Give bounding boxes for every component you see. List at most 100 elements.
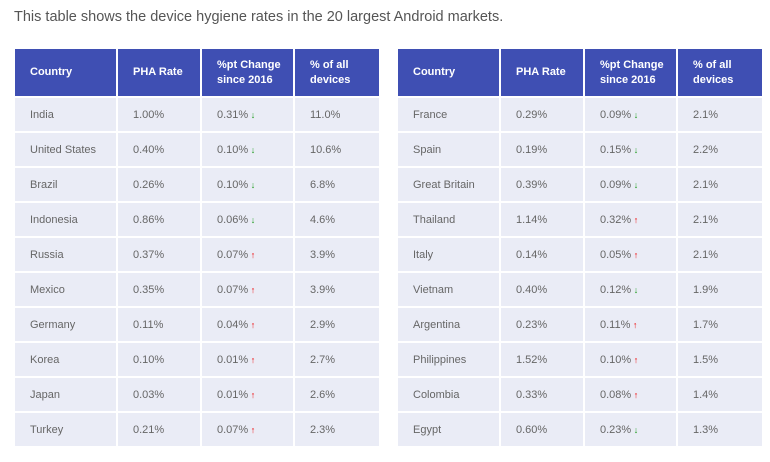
share-cell: 2.1% — [678, 238, 762, 271]
country-cell: Russia — [15, 238, 116, 271]
change-cell: 0.07% ↑ — [202, 238, 293, 271]
share-value: 6.8% — [310, 178, 336, 191]
arrow-down-icon: ↓ — [248, 109, 256, 120]
hygiene-table-left: Country PHA Rate %pt Change since 2016% of… — [13, 47, 381, 448]
share-cell: 1.3% — [678, 413, 762, 446]
change-cell: 0.11% ↑ — [585, 308, 676, 341]
change-cell: 0.23% ↓ — [585, 413, 676, 446]
share-cell: 2.1% — [678, 203, 762, 236]
share-cell: 10.6% — [295, 133, 379, 166]
rate-cell: 0.10% — [118, 343, 200, 376]
share-cell: 2.9% — [295, 308, 379, 341]
share-value: 1.5% — [693, 353, 719, 366]
arrow-up-icon: ↑ — [248, 389, 256, 400]
table-row: Great Britain 0.39% 0.09% ↓ 2.1% — [398, 168, 762, 201]
share-value: 11.0% — [310, 108, 341, 121]
table-caption: This table shows the device hygiene rate… — [14, 9, 504, 25]
arrow-down-icon: ↓ — [631, 284, 639, 295]
table-row: Thailand 1.14% 0.32% ↑ 2.1% — [398, 203, 762, 236]
share-value: 2.1% — [693, 108, 719, 121]
change-cell: 0.10% ↑ — [585, 343, 676, 376]
share-value: 2.1% — [693, 213, 719, 226]
change-cell: 0.01% ↑ — [202, 378, 293, 411]
rate-value: 0.37% — [133, 248, 165, 261]
change-cell: 0.15% ↓ — [585, 133, 676, 166]
rate-value: 0.10% — [133, 353, 165, 366]
share-value: 3.9% — [310, 248, 336, 261]
change-value: 0.01% — [217, 353, 249, 366]
change-value: 0.07% — [217, 423, 249, 436]
arrow-down-icon: ↓ — [248, 214, 256, 225]
rate-cell: 0.86% — [118, 203, 200, 236]
rate-value: 0.21% — [133, 423, 165, 436]
column-header: % of all devices — [295, 49, 379, 96]
rate-value: 0.33% — [516, 388, 548, 401]
change-cell: 0.10% ↓ — [202, 133, 293, 166]
arrow-up-icon: ↑ — [631, 214, 639, 225]
country-cell: Colombia — [398, 378, 499, 411]
country-value: Mexico — [30, 283, 65, 296]
share-cell: 1.5% — [678, 343, 762, 376]
share-value: 1.3% — [693, 423, 719, 436]
country-value: Egypt — [413, 423, 442, 436]
rate-value: 0.60% — [516, 423, 548, 436]
country-cell: India — [15, 98, 116, 131]
change-value: 0.32% — [600, 213, 632, 226]
header-row: Country PHA Rate %pt Change since 2016% of… — [398, 49, 762, 96]
change-value: 0.10% — [600, 353, 632, 366]
change-cell: 0.04% ↑ — [202, 308, 293, 341]
change-value: 0.12% — [600, 283, 632, 296]
country-cell: Korea — [15, 343, 116, 376]
share-value: 2.6% — [310, 388, 336, 401]
country-value: France — [413, 108, 448, 121]
rate-cell: 0.19% — [501, 133, 583, 166]
change-value: 0.04% — [217, 318, 249, 331]
arrow-down-icon: ↓ — [248, 179, 256, 190]
table-row: Russia 0.37% 0.07% ↑ 3.9% — [15, 238, 379, 271]
rate-cell: 0.11% — [118, 308, 200, 341]
change-cell: 0.05% ↑ — [585, 238, 676, 271]
table-row: Turkey 0.21% 0.07% ↑ 2.3% — [15, 413, 379, 446]
rate-cell: 0.39% — [501, 168, 583, 201]
country-cell: Great Britain — [398, 168, 499, 201]
country-value: Vietnam — [413, 283, 454, 296]
arrow-up-icon: ↑ — [248, 284, 256, 295]
change-cell: 0.07% ↑ — [202, 273, 293, 306]
table-row: Argentina 0.23% 0.11% ↑ 1.7% — [398, 308, 762, 341]
rate-value: 0.39% — [516, 178, 548, 191]
column-header: %pt Change since 2016 — [202, 49, 293, 96]
rate-value: 0.40% — [516, 283, 548, 296]
country-cell: Spain — [398, 133, 499, 166]
table-row: France 0.29% 0.09% ↓ 2.1% — [398, 98, 762, 131]
table-row: Mexico 0.35% 0.07% ↑ 3.9% — [15, 273, 379, 306]
arrow-down-icon: ↓ — [631, 424, 639, 435]
rate-cell: 0.26% — [118, 168, 200, 201]
rate-cell: 0.40% — [501, 273, 583, 306]
change-cell: 0.10% ↓ — [202, 168, 293, 201]
table-row: Indonesia 0.86% 0.06% ↓ 4.6% — [15, 203, 379, 236]
rate-value: 0.11% — [133, 318, 164, 331]
rate-cell: 0.35% — [118, 273, 200, 306]
table-row: India 1.00% 0.31% ↓ 11.0% — [15, 98, 379, 131]
arrow-up-icon: ↑ — [248, 424, 256, 435]
rate-value: 1.14% — [516, 213, 548, 226]
change-value: 0.07% — [217, 283, 249, 296]
table-row: Egypt 0.60% 0.23% ↓ 1.3% — [398, 413, 762, 446]
rate-value: 0.23% — [516, 318, 548, 331]
change-value: 0.31% — [217, 108, 249, 121]
country-value: Korea — [30, 353, 60, 366]
rate-cell: 1.52% — [501, 343, 583, 376]
header-row: Country PHA Rate %pt Change since 2016% of… — [15, 49, 379, 96]
arrow-down-icon: ↓ — [248, 144, 256, 155]
rate-cell: 0.21% — [118, 413, 200, 446]
rate-value: 0.14% — [516, 248, 548, 261]
arrow-up-icon: ↑ — [631, 249, 639, 260]
rate-cell: 1.14% — [501, 203, 583, 236]
country-cell: Turkey — [15, 413, 116, 446]
country-value: Turkey — [30, 423, 64, 436]
country-cell: Thailand — [398, 203, 499, 236]
country-cell: Argentina — [398, 308, 499, 341]
change-value: 0.15% — [600, 143, 632, 156]
share-value: 2.1% — [693, 178, 719, 191]
change-value: 0.05% — [600, 248, 632, 261]
